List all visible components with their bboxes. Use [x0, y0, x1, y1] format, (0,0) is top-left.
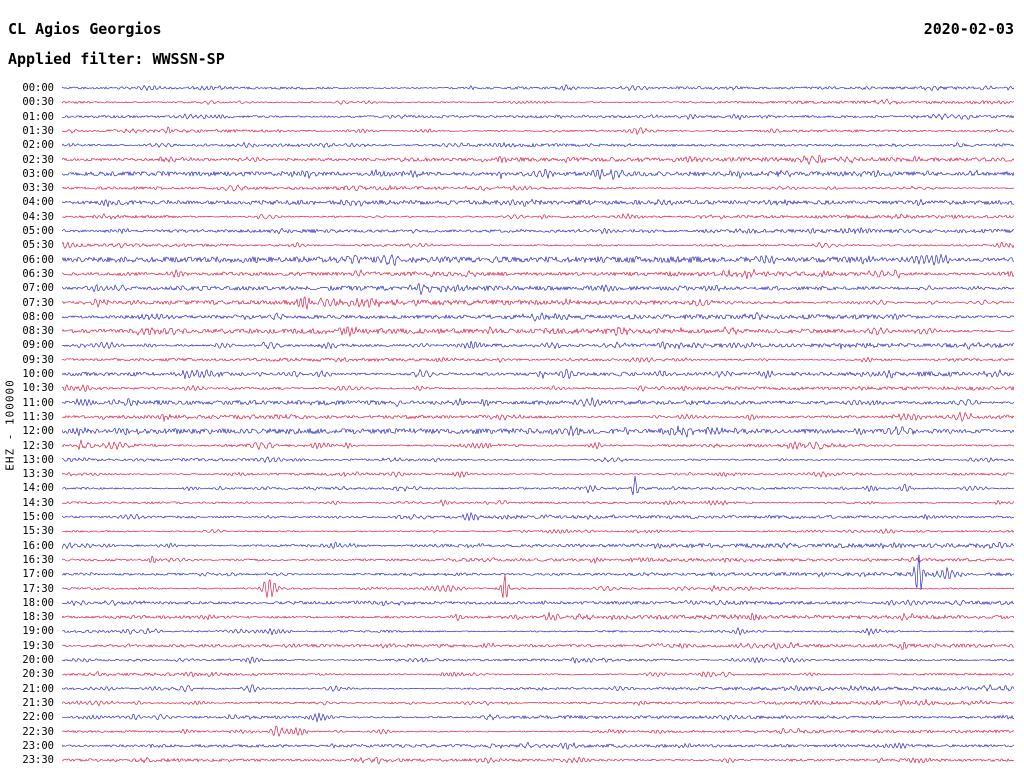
- time-label: 17:00: [22, 568, 54, 581]
- time-label: 18:00: [22, 596, 54, 609]
- seismogram-canvas: [62, 80, 1014, 772]
- time-label: 04:30: [22, 210, 54, 223]
- time-label: 14:00: [22, 482, 54, 495]
- time-label: 07:00: [22, 282, 54, 295]
- time-label: 04:00: [22, 196, 54, 209]
- time-label: 11:00: [22, 396, 54, 409]
- time-label: 16:00: [22, 539, 54, 552]
- time-label: 09:00: [22, 339, 54, 352]
- time-label: 02:30: [22, 153, 54, 166]
- time-label: 08:30: [22, 325, 54, 338]
- time-label: 07:30: [22, 296, 54, 309]
- time-label: 12:30: [22, 439, 54, 452]
- time-label: 10:00: [22, 368, 54, 380]
- time-label: 15:00: [22, 511, 54, 523]
- time-label: 08:00: [22, 310, 54, 323]
- station-title: CL Agios Georgios: [8, 20, 162, 38]
- time-label: 20:30: [22, 668, 54, 681]
- time-label: 22:30: [22, 725, 54, 738]
- filter-label: Applied filter: WWSSN-SP: [8, 50, 225, 68]
- time-label: 18:30: [22, 611, 54, 624]
- time-label: 20:00: [22, 654, 54, 666]
- time-label: 11:30: [22, 410, 54, 423]
- time-label: 19:30: [22, 639, 54, 652]
- time-label: 16:30: [22, 553, 54, 566]
- time-label: 05:30: [22, 239, 54, 252]
- time-label: 05:00: [22, 225, 54, 237]
- time-label: 09:30: [22, 353, 54, 366]
- time-label: 22:00: [22, 711, 54, 724]
- time-label: 23:30: [22, 754, 54, 767]
- date-label: 2020-02-03: [923, 20, 1014, 38]
- time-label: 01:00: [22, 110, 54, 123]
- time-axis: 00:00 00:30 01:00 01:30 02:00 02:30 03:00 03:30…: [0, 80, 58, 772]
- time-label: 17:30: [22, 582, 54, 595]
- time-label: 00:00: [22, 82, 54, 94]
- time-label: 23:00: [22, 739, 54, 752]
- time-label: 01:30: [22, 124, 54, 137]
- time-label: 19:00: [22, 625, 54, 638]
- time-label: 03:00: [22, 167, 54, 180]
- time-label: 21:00: [22, 682, 54, 695]
- time-label: 06:30: [22, 267, 54, 280]
- time-label: 03:30: [22, 182, 54, 195]
- time-label: 12:00: [22, 425, 54, 438]
- time-label: 13:00: [22, 453, 54, 466]
- time-label: 21:30: [22, 696, 54, 709]
- time-label: 13:30: [22, 468, 54, 481]
- time-label: 02:00: [22, 139, 54, 152]
- time-label: 06:00: [22, 253, 54, 266]
- time-label: 00:30: [22, 96, 54, 109]
- time-label: 14:30: [22, 496, 54, 509]
- time-label: 15:30: [22, 525, 54, 538]
- time-label: 10:30: [22, 382, 54, 395]
